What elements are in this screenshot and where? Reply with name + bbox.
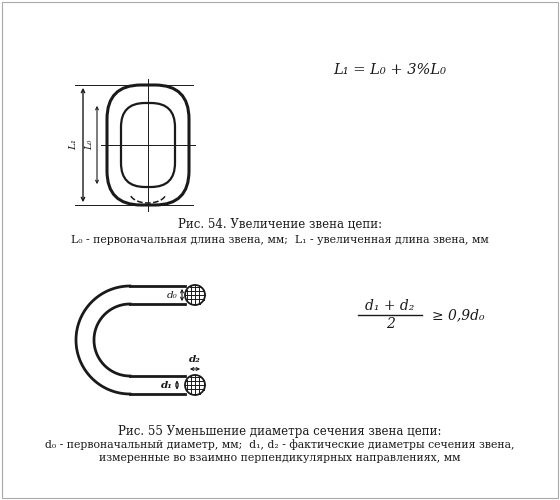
Text: Рис. 55 Уменьшение диаметра сечения звена цепи:: Рис. 55 Уменьшение диаметра сечения звен… [118, 426, 442, 438]
Text: Рис. 54. Увеличение звена цепи:: Рис. 54. Увеличение звена цепи: [178, 218, 382, 232]
Text: измеренные во взаимно перпендикулярных направлениях, мм: измеренные во взаимно перпендикулярных н… [99, 453, 461, 463]
Text: L₀ - первоначальная длина звена, мм;  L₁ - увеличенная длина звена, мм: L₀ - первоначальная длина звена, мм; L₁ … [71, 235, 489, 245]
Text: L₀: L₀ [86, 140, 95, 150]
Text: d₀ - первоначальный диаметр, мм;  d₁, d₂ - фактические диаметры сечения звена,: d₀ - первоначальный диаметр, мм; d₁, d₂ … [45, 440, 515, 450]
Text: L₁ = L₀ + 3%L₀: L₁ = L₀ + 3%L₀ [334, 63, 446, 77]
Text: d₁ + d₂: d₁ + d₂ [365, 299, 415, 313]
Text: d₁: d₁ [161, 380, 173, 390]
Text: d₀: d₀ [167, 290, 178, 300]
Text: ≥ 0,9d₀: ≥ 0,9d₀ [432, 308, 484, 322]
Text: d₂: d₂ [189, 356, 201, 364]
Text: L₁: L₁ [69, 140, 78, 150]
Text: 2: 2 [386, 317, 394, 331]
